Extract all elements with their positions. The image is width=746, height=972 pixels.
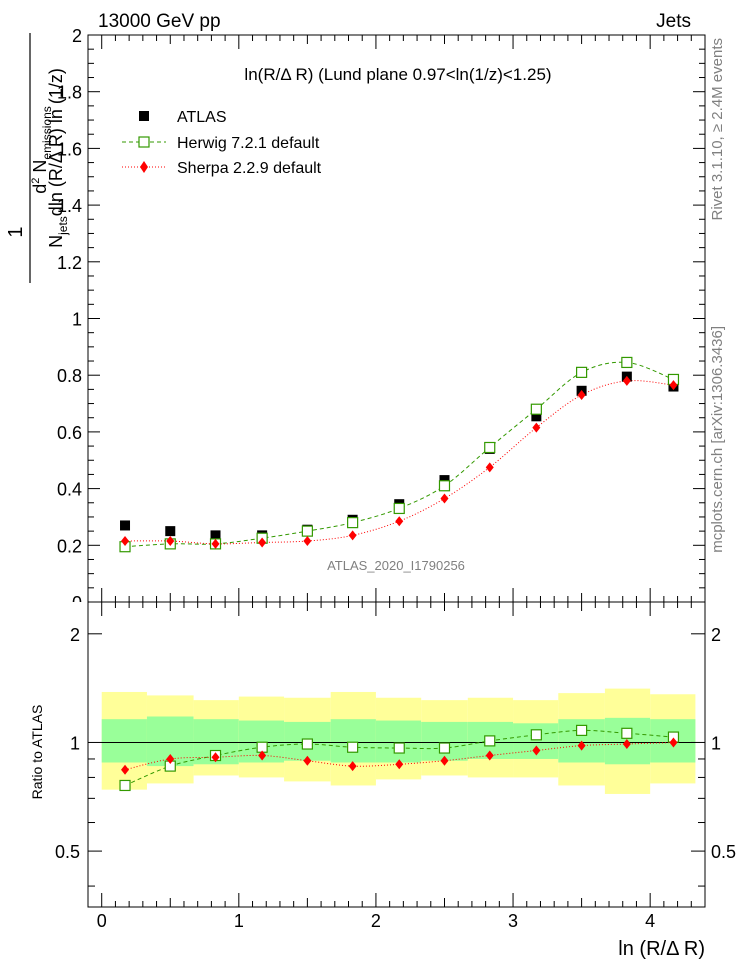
ratio-frame [87, 601, 706, 908]
ratio-ytick-label-right: 2 [711, 625, 721, 645]
main-point-s2-7 [440, 493, 449, 504]
main-ytick-label-zero: 0 [72, 593, 82, 613]
main-ylabel: d2 Nemissions [30, 106, 54, 194]
header-right: Jets [656, 11, 691, 32]
main-ytick-label: 1.6 [57, 139, 82, 159]
ratio-point-s0-0 [119, 779, 131, 792]
ratio-ytick-label-left: 1 [70, 733, 80, 753]
ratio-ylabel: Ratio to ATLAS [29, 705, 45, 800]
rivet-label: Rivet 3.1.10, ≥ 2.4M events [709, 38, 726, 221]
ratio-band-inner-5 [330, 719, 376, 763]
main-point-s1-9 [530, 403, 542, 415]
main-point-s0-7 [439, 475, 450, 486]
ratio-point-s0-10 [575, 724, 588, 736]
ratio-point-s1-12 [669, 737, 678, 748]
main-ytick-label: 1 [72, 310, 82, 330]
ratio-xtick-label: 2 [371, 911, 381, 931]
main-point-s2-8 [485, 462, 494, 473]
main-ytick-label: 0.8 [57, 366, 82, 386]
ratio-point-s0-8 [484, 735, 496, 747]
ratio-point-s1-7 [440, 755, 449, 766]
legend-herwig-marker [138, 136, 150, 148]
ratio-panel: 0.5 0.5 1 1 2 2 0 1 2 3 4 Ratio to ATLAS ln (R/Δ … [29, 601, 736, 960]
main-point-s1-8 [484, 441, 496, 454]
main-point-s2-4 [303, 536, 312, 547]
ratio-point-s0-6 [393, 742, 405, 754]
main-point-s2-3 [258, 537, 267, 548]
ratio-band-inner-6 [375, 720, 422, 763]
main-ylabel-one: 1 [5, 226, 27, 237]
ratio-ytick-label-left: 0.5 [55, 842, 80, 862]
ratio-band-inner-0 [101, 719, 147, 763]
main-point-s0-2 [210, 530, 221, 541]
ratio-band-inner-7 [421, 721, 468, 761]
main-point-s2-6 [395, 516, 404, 527]
ratio-point-s0-5 [347, 741, 359, 753]
ratio-point-s1-2 [211, 752, 220, 763]
svg-text:d2 Nemissions: d2 Nemissions [30, 106, 54, 194]
ratio-point-s1-1 [166, 753, 175, 764]
ratio-point-s1-3 [258, 750, 267, 761]
main-point-s2-10 [577, 390, 586, 401]
main-point-s1-11 [621, 356, 633, 369]
main-point-s2-12 [669, 380, 678, 391]
main-point-s2-9 [532, 422, 541, 433]
main-ytick-label: 2 [72, 26, 82, 46]
ratio-ytick-label-right: 0.5 [711, 842, 736, 862]
ratio-point-s0-4 [301, 738, 313, 750]
ratio-point-s0-11 [621, 727, 633, 739]
main-point-s1-7 [438, 480, 451, 492]
ratio-xtick-label: 1 [234, 911, 244, 931]
main-ytick-label: 0.6 [57, 423, 82, 443]
ratio-point-s1-8 [485, 750, 494, 761]
main-point-s0-0 [120, 520, 131, 531]
main-point-s2-5 [348, 530, 357, 541]
header-left: 13000 GeV pp [98, 11, 221, 32]
main-ytick-label: 0.2 [57, 536, 82, 556]
main-point-s1-6 [393, 502, 405, 515]
main-panel: 0.2 0.4 0.6 0.8 1 1.2 1.4 1.6 1.8 2 0 ln(R/Δ R) (L… [5, 26, 706, 613]
ratio-point-s1-5 [348, 761, 357, 772]
main-ytick-label: 0.4 [57, 480, 82, 500]
main-point-s2-1 [166, 536, 175, 547]
legend-atlas-label: ATLAS [177, 109, 227, 126]
main-title: ln(R/Δ R) (Lund plane 0.97<ln(1/z)<1.25) [244, 65, 551, 84]
ratio-xtick-label: 4 [645, 911, 655, 931]
main-point-s1-10 [575, 366, 588, 378]
ratio-point-s0-9 [530, 729, 542, 741]
main-point-s1-4 [301, 525, 313, 537]
legend: ATLAS Herwig 7.2.1 default Sherpa 2.2.9 … [122, 109, 322, 177]
main-point-s2-0 [121, 536, 130, 547]
watermark: ATLAS_2020_I1790256 [327, 558, 465, 573]
ratio-ytick-label-right: 1 [711, 733, 721, 753]
main-point-s0-1 [165, 526, 176, 537]
ratio-xtick-label: 0 [97, 911, 107, 931]
ratio-xtick-label: 3 [508, 911, 518, 931]
ratio-point-s1-6 [395, 759, 404, 770]
ratio-point-s1-4 [303, 755, 312, 766]
x-axis-label: ln (R/Δ R) [618, 938, 705, 960]
legend-sherpa-label: Sherpa 2.2.9 default [177, 160, 322, 177]
ratio-point-s0-7 [438, 742, 451, 754]
legend-sherpa-marker [140, 161, 148, 173]
main-ytick-label: 1.2 [57, 253, 82, 273]
svg-text:Njetsdln (R/Δ R) ln (1/z): Njetsdln (R/Δ R) ln (1/z) [46, 68, 70, 248]
main-point-s2-2 [211, 538, 220, 549]
ratio-point-s1-10 [577, 740, 586, 751]
ratio-point-s1-9 [532, 745, 541, 756]
ratio-point-s1-0 [121, 764, 130, 775]
main-point-s0-9 [531, 411, 542, 422]
main-ytick-label: 1.4 [57, 196, 82, 216]
main-point-s2-11 [622, 375, 631, 386]
mcplots-label: mcplots.cern.ch [arXiv:1306.3436] [709, 326, 726, 553]
ratio-point-s1-11 [622, 739, 631, 750]
main-ytick-label: 1.8 [57, 83, 82, 103]
ratio-ytick-label-left: 2 [70, 625, 80, 645]
legend-atlas-marker [139, 111, 149, 121]
main-ylabel-denominator: Njetsdln (R/Δ R) ln (1/z) [46, 68, 70, 248]
main-point-s1-5 [347, 517, 359, 529]
legend-herwig-label: Herwig 7.2.1 default [177, 135, 320, 152]
